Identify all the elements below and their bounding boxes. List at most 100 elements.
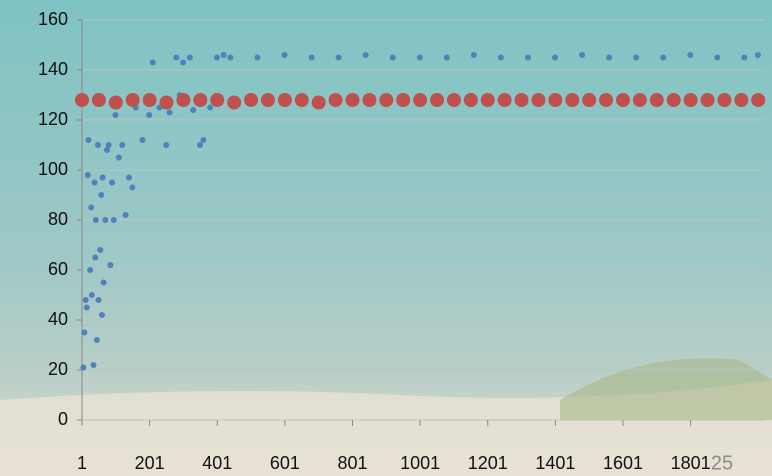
x-tick-label: 201 [135,453,165,473]
data-point [163,142,169,148]
data-point [734,93,748,107]
data-point [701,93,715,107]
data-point [101,280,107,286]
data-point [85,172,91,178]
data-point [150,60,156,66]
data-point [582,93,596,107]
data-point [88,205,94,211]
data-point [531,93,545,107]
data-point [92,255,98,261]
slide: 25 0204060801001201401601201401601801100… [0,0,772,476]
data-point [633,93,647,107]
y-tick-label: 20 [48,359,68,379]
data-point [75,93,89,107]
data-point [498,93,512,107]
y-tick-label: 40 [48,309,68,329]
data-point [81,330,87,336]
data-point [84,305,90,311]
data-point [336,55,342,61]
y-tick-label: 60 [48,259,68,279]
data-point [95,142,101,148]
data-point [140,137,146,143]
data-point [214,55,220,61]
x-tick-label: 601 [270,453,300,473]
data-point [329,93,343,107]
data-point [464,93,478,107]
data-point [227,55,233,61]
data-point [190,107,196,113]
data-point [97,247,103,253]
data-point [261,93,275,107]
data-point [126,175,132,181]
data-point [282,52,288,58]
data-point [173,55,179,61]
data-point [193,93,207,107]
data-point [254,55,260,61]
data-point [363,52,369,58]
data-point [471,52,477,58]
page-number: 25 [711,452,733,474]
data-point [112,112,118,118]
data-point [146,112,152,118]
data-point [396,93,410,107]
data-point [755,52,761,58]
y-tick-label: 80 [48,209,68,229]
data-point [660,55,666,61]
data-point [123,212,129,218]
data-point [599,93,613,107]
data-point [187,55,193,61]
data-point [98,192,104,198]
data-point [515,93,529,107]
data-point [312,96,326,110]
data-point [221,52,227,58]
data-point [119,142,125,148]
data-point [85,137,91,143]
data-point [498,55,504,61]
data-point [160,96,174,110]
data-point [111,217,117,223]
data-point [90,362,96,368]
data-point [80,365,86,371]
data-point [687,52,693,58]
x-tick-label: 801 [337,453,367,473]
data-point [99,312,105,318]
y-tick-label: 140 [38,59,68,79]
data-point [552,55,558,61]
data-point [345,93,359,107]
data-point [94,337,100,343]
data-point [197,142,203,148]
data-point [92,93,106,107]
data-point [565,93,579,107]
data-point [417,55,423,61]
data-point [83,297,89,303]
data-point [444,55,450,61]
data-point [87,267,93,273]
data-point [143,93,157,107]
data-point [548,93,562,107]
x-tick-label: 1801 [671,453,711,473]
data-point [102,217,108,223]
data-point [116,155,122,161]
x-tick-label: 1001 [400,453,440,473]
data-point [650,93,664,107]
data-point [93,217,99,223]
data-point [295,93,309,107]
data-point [667,93,681,107]
data-point [390,55,396,61]
x-tick-label: 1201 [468,453,508,473]
data-point [379,93,393,107]
data-point [129,185,135,191]
data-point [100,175,106,181]
data-point [741,55,747,61]
data-point [92,180,98,186]
data-point [714,55,720,61]
data-point [413,93,427,107]
data-point [244,93,258,107]
data-point [176,93,190,107]
data-point [579,52,585,58]
x-tick-label: 401 [202,453,232,473]
data-point [525,55,531,61]
y-tick-label: 160 [38,9,68,29]
data-point [430,93,444,107]
data-point [751,93,765,107]
